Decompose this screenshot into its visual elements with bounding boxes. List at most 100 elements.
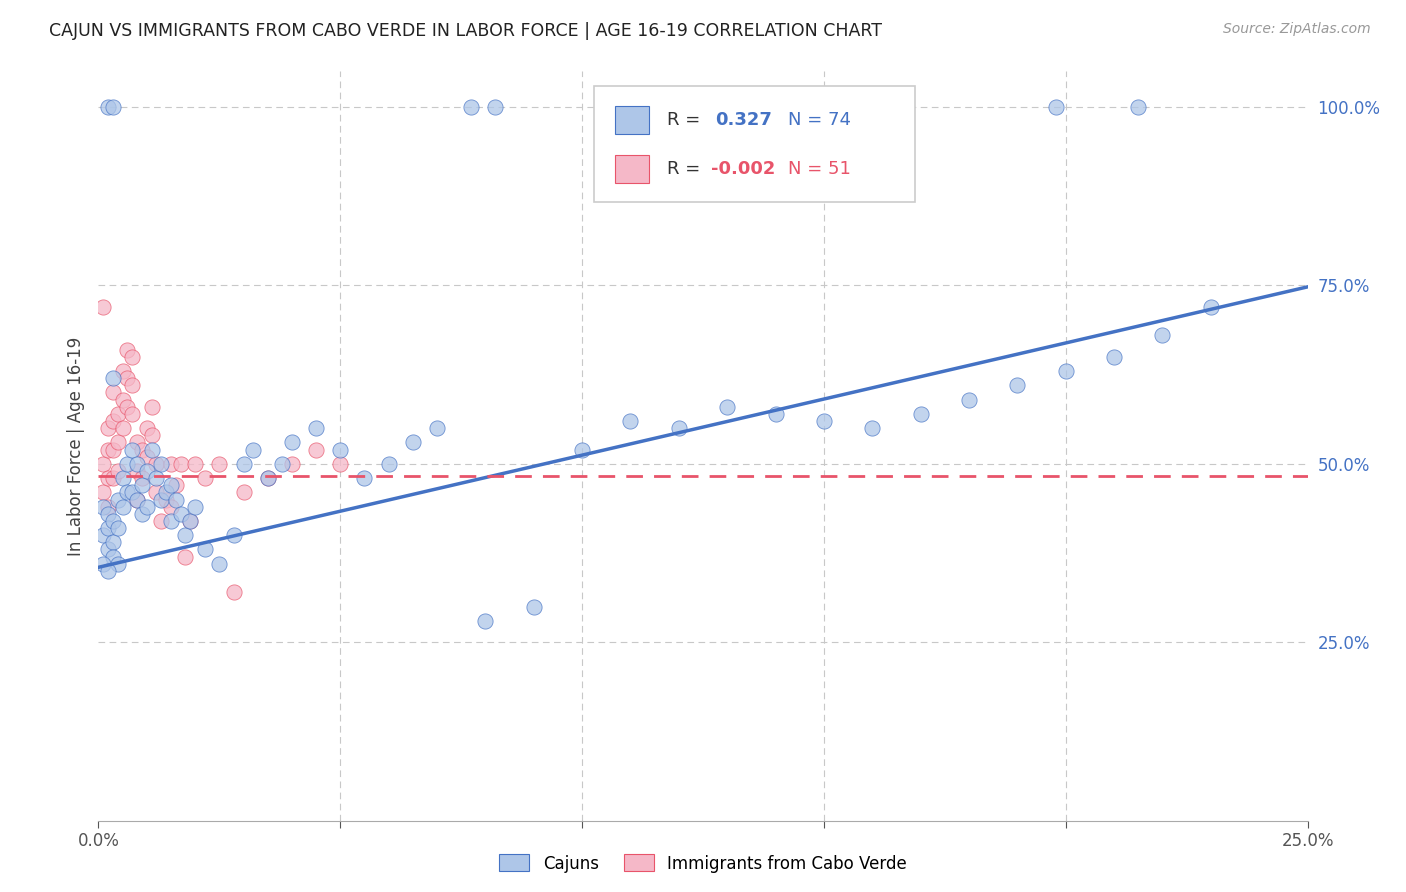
Point — [174, 528, 197, 542]
Point — [460, 100, 482, 114]
Point — [127, 457, 149, 471]
Point — [571, 442, 593, 457]
Point — [131, 442, 153, 457]
Point — [484, 100, 506, 114]
Point — [135, 500, 157, 514]
Point — [716, 400, 738, 414]
Point — [127, 492, 149, 507]
Point — [150, 492, 173, 507]
Point — [97, 100, 120, 114]
Point — [101, 100, 124, 114]
Point — [111, 500, 134, 514]
Point — [765, 407, 787, 421]
Point — [208, 457, 231, 471]
Point — [208, 557, 231, 571]
Point — [101, 514, 124, 528]
Point — [169, 507, 191, 521]
Text: 0.327: 0.327 — [716, 112, 772, 129]
Point — [107, 435, 129, 450]
Point — [121, 350, 143, 364]
Point — [232, 457, 254, 471]
Point — [150, 514, 173, 528]
Point — [402, 435, 425, 450]
Point — [117, 343, 139, 357]
Point — [271, 457, 294, 471]
Point — [127, 435, 149, 450]
Point — [1152, 328, 1174, 343]
Point — [121, 378, 143, 392]
Point — [174, 549, 197, 564]
Point — [107, 492, 129, 507]
Point — [619, 414, 641, 428]
Point — [305, 421, 328, 435]
Point — [256, 471, 278, 485]
Point — [91, 500, 114, 514]
Point — [256, 471, 278, 485]
Y-axis label: In Labor Force | Age 16-19: In Labor Force | Age 16-19 — [66, 336, 84, 556]
Point — [426, 421, 449, 435]
Point — [145, 471, 167, 485]
Text: N = 74: N = 74 — [787, 112, 851, 129]
Point — [97, 471, 120, 485]
Point — [222, 528, 245, 542]
Point — [121, 407, 143, 421]
Point — [107, 521, 129, 535]
Point — [222, 585, 245, 599]
Point — [97, 542, 120, 557]
Point — [91, 457, 114, 471]
Point — [131, 471, 153, 485]
Point — [377, 457, 399, 471]
Point — [117, 371, 139, 385]
Point — [860, 421, 883, 435]
Point — [101, 385, 124, 400]
Text: R =: R = — [666, 112, 706, 129]
Point — [242, 442, 264, 457]
Point — [117, 457, 139, 471]
Point — [1045, 100, 1067, 114]
Point — [97, 521, 120, 535]
Point — [1007, 378, 1029, 392]
Text: R =: R = — [666, 160, 706, 178]
Point — [155, 485, 177, 500]
Point — [329, 457, 352, 471]
FancyBboxPatch shape — [595, 87, 915, 202]
Point — [160, 478, 183, 492]
Point — [131, 507, 153, 521]
Point — [184, 457, 207, 471]
Point — [813, 414, 835, 428]
Point — [155, 492, 177, 507]
Point — [117, 485, 139, 500]
Legend: Cajuns, Immigrants from Cabo Verde: Cajuns, Immigrants from Cabo Verde — [492, 847, 914, 880]
Bar — [614, 106, 648, 135]
Point — [194, 471, 217, 485]
Point — [121, 442, 143, 457]
Point — [160, 500, 183, 514]
Point — [101, 442, 124, 457]
Point — [131, 478, 153, 492]
Point — [281, 457, 304, 471]
Point — [329, 442, 352, 457]
Point — [281, 435, 304, 450]
Point — [135, 450, 157, 464]
Point — [141, 400, 163, 414]
Text: Source: ZipAtlas.com: Source: ZipAtlas.com — [1223, 22, 1371, 37]
Point — [150, 457, 173, 471]
Point — [232, 485, 254, 500]
Text: -0.002: -0.002 — [711, 160, 776, 178]
Point — [1199, 300, 1222, 314]
Point — [160, 457, 183, 471]
Point — [107, 557, 129, 571]
Point — [169, 457, 191, 471]
Point — [91, 485, 114, 500]
Point — [1054, 364, 1077, 378]
Point — [97, 507, 120, 521]
Point — [165, 492, 187, 507]
Point — [305, 442, 328, 457]
Point — [523, 599, 546, 614]
Point — [121, 485, 143, 500]
Point — [353, 471, 375, 485]
Point — [145, 457, 167, 471]
Point — [107, 407, 129, 421]
Point — [101, 471, 124, 485]
Point — [97, 564, 120, 578]
